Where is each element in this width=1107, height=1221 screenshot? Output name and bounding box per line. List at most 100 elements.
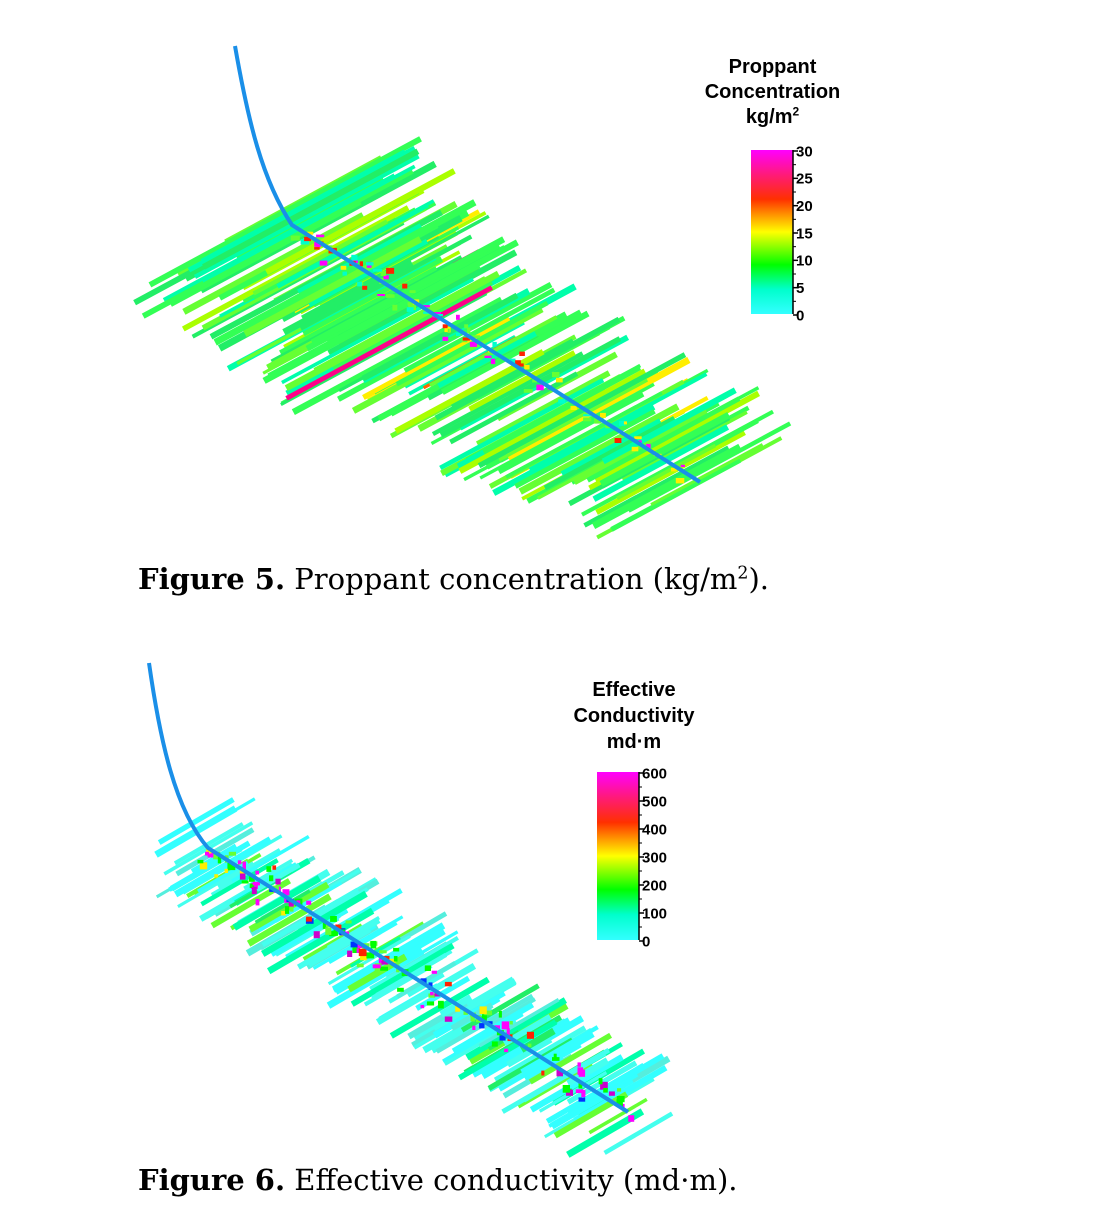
concentration-patch xyxy=(444,328,448,333)
conductivity-patch xyxy=(600,1081,608,1090)
conductivity-patch xyxy=(526,1031,534,1039)
fracture-streak xyxy=(592,424,730,502)
conductivity-patch xyxy=(438,1000,444,1009)
fracture-streak xyxy=(437,330,537,389)
fracture-streak xyxy=(440,310,590,395)
concentration-patch xyxy=(304,236,311,242)
conductivity-patch xyxy=(577,1067,584,1075)
concentration-patch xyxy=(556,377,563,383)
legend-title-line1: Effective xyxy=(592,679,676,701)
concentration-patch xyxy=(366,262,374,266)
fracture-streak xyxy=(450,338,575,409)
fracture-streak xyxy=(284,270,500,391)
concentration-patch xyxy=(552,372,560,378)
fracture-streak xyxy=(560,418,662,478)
conductivity-streak xyxy=(327,934,411,986)
conductivity-patch xyxy=(509,1021,513,1025)
colorbar-tick-label: 100 xyxy=(642,905,667,922)
concentration-patch xyxy=(442,336,449,341)
concentration-patch xyxy=(357,281,363,287)
fracture-streak xyxy=(610,457,742,532)
conductivity-patch xyxy=(281,911,286,916)
fracture-streak xyxy=(650,443,764,507)
conductivity-patch xyxy=(313,931,320,939)
concentration-patch xyxy=(314,247,320,250)
conductivity-streak xyxy=(307,926,372,968)
conductivity-patch xyxy=(290,907,294,912)
conductivity-patch xyxy=(372,964,381,969)
conductivity-streak xyxy=(327,920,398,964)
fracture-streak xyxy=(586,396,741,483)
fracture-streak xyxy=(279,266,438,356)
conductivity-patch xyxy=(199,862,208,870)
concentration-patch xyxy=(583,417,592,422)
colorbar-ticks: 600 500 400 300 200 100 0 xyxy=(639,765,667,950)
fracture-streak xyxy=(141,168,414,319)
conductivity-patch xyxy=(329,931,337,937)
legend-title-line1: Proppant xyxy=(728,56,817,78)
caption-text: Effective conductivity (md·m). xyxy=(294,1163,738,1197)
fracture-streak xyxy=(479,382,655,480)
conductivity-patch xyxy=(426,1001,435,1006)
conductivity-streak xyxy=(296,917,381,970)
fracture-streak xyxy=(297,223,423,296)
conductivity-patch xyxy=(252,881,260,886)
conductivity-patch xyxy=(420,1004,425,1009)
fracture-streak xyxy=(361,292,519,382)
figure-5-caption: Figure 5. Proppant concentration (kg/m2)… xyxy=(138,562,769,596)
fracture-streak xyxy=(193,154,420,279)
conductivity-patch xyxy=(330,916,337,922)
concentration-patch xyxy=(456,332,461,336)
concentration-patch xyxy=(523,389,533,393)
fracture-streak xyxy=(327,249,518,356)
colorbar xyxy=(751,150,793,314)
conductivity-patch xyxy=(608,1091,615,1096)
fracture-streak xyxy=(458,368,647,474)
conductivity-patch xyxy=(499,1035,506,1041)
concentration-patch xyxy=(421,305,430,308)
concentration-patch xyxy=(442,324,448,329)
conductivity-patch xyxy=(288,899,294,907)
colorbar-tick-label: 30 xyxy=(796,143,813,160)
conductivity-streak xyxy=(173,822,244,866)
concentration-patch xyxy=(618,420,626,426)
concentration-patch xyxy=(340,265,347,270)
colorbar-tick-label: 0 xyxy=(796,307,804,324)
caption-label: Figure 5. xyxy=(138,562,286,596)
concentration-patch xyxy=(670,467,677,472)
fracture-streak xyxy=(541,417,654,482)
conductivity-patch xyxy=(482,1014,487,1021)
fracture-streak xyxy=(591,443,742,530)
conductivity-streak xyxy=(478,998,560,1048)
conductivity-patch xyxy=(472,1025,476,1030)
fracture-streak xyxy=(482,365,642,455)
fracture-streak xyxy=(505,391,663,479)
conductivity-patch xyxy=(397,987,404,992)
conductivity-patch xyxy=(616,1096,625,1103)
conductivity-patch xyxy=(379,950,387,954)
legend-title-line2: Conductivity xyxy=(573,705,695,727)
fracture-streak xyxy=(202,148,420,270)
conductivity-streak xyxy=(460,983,540,1033)
conductivity-patch xyxy=(380,966,388,971)
fracture-streak xyxy=(301,214,490,319)
colorbar-tick-label: 20 xyxy=(796,198,813,215)
conductivity-patch xyxy=(504,1048,509,1053)
conductivity-patch xyxy=(556,1069,563,1077)
conductivity-patch xyxy=(345,920,352,924)
fracture-streak xyxy=(594,390,760,484)
conductivity-patch xyxy=(205,851,209,856)
conductivity-patch xyxy=(378,957,383,966)
concentration-patch xyxy=(380,271,386,277)
conductivity-patch xyxy=(358,948,367,957)
fracture-streak xyxy=(265,168,456,275)
conductivity-patch xyxy=(350,941,358,948)
colorbar-tick-label: 5 xyxy=(796,280,804,297)
fracture-streak xyxy=(497,391,645,475)
conductivity-patch xyxy=(506,1028,510,1036)
concentration-patch xyxy=(386,294,395,298)
legend-title: Effective Conductivity md·m xyxy=(540,677,728,755)
conductivity-streak xyxy=(260,890,368,957)
conductivity-patch xyxy=(255,870,260,875)
concentration-patch xyxy=(570,405,577,410)
